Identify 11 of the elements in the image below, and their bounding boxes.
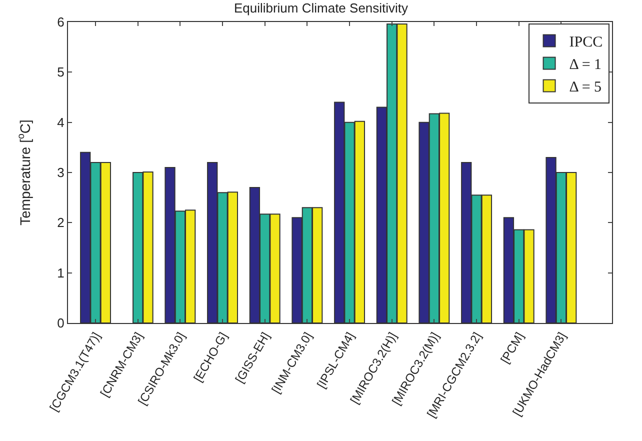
y-tick-label: 1 [57, 265, 64, 280]
legend-label: Δ = 5 [569, 80, 602, 96]
y-tick-label: 5 [57, 64, 64, 80]
chart-title: Equilibrium Climate Sensitivity [234, 0, 409, 16]
y-tick-label: 2 [57, 215, 64, 230]
legend-label: Δ = 1 [569, 57, 602, 74]
y-tick-label: 0 [57, 316, 64, 331]
legend-label: IPCC [569, 34, 603, 51]
y-tick-label: 3 [57, 165, 64, 180]
y-tick-label: 4 [57, 114, 64, 130]
y-tick-label: 6 [57, 14, 64, 30]
